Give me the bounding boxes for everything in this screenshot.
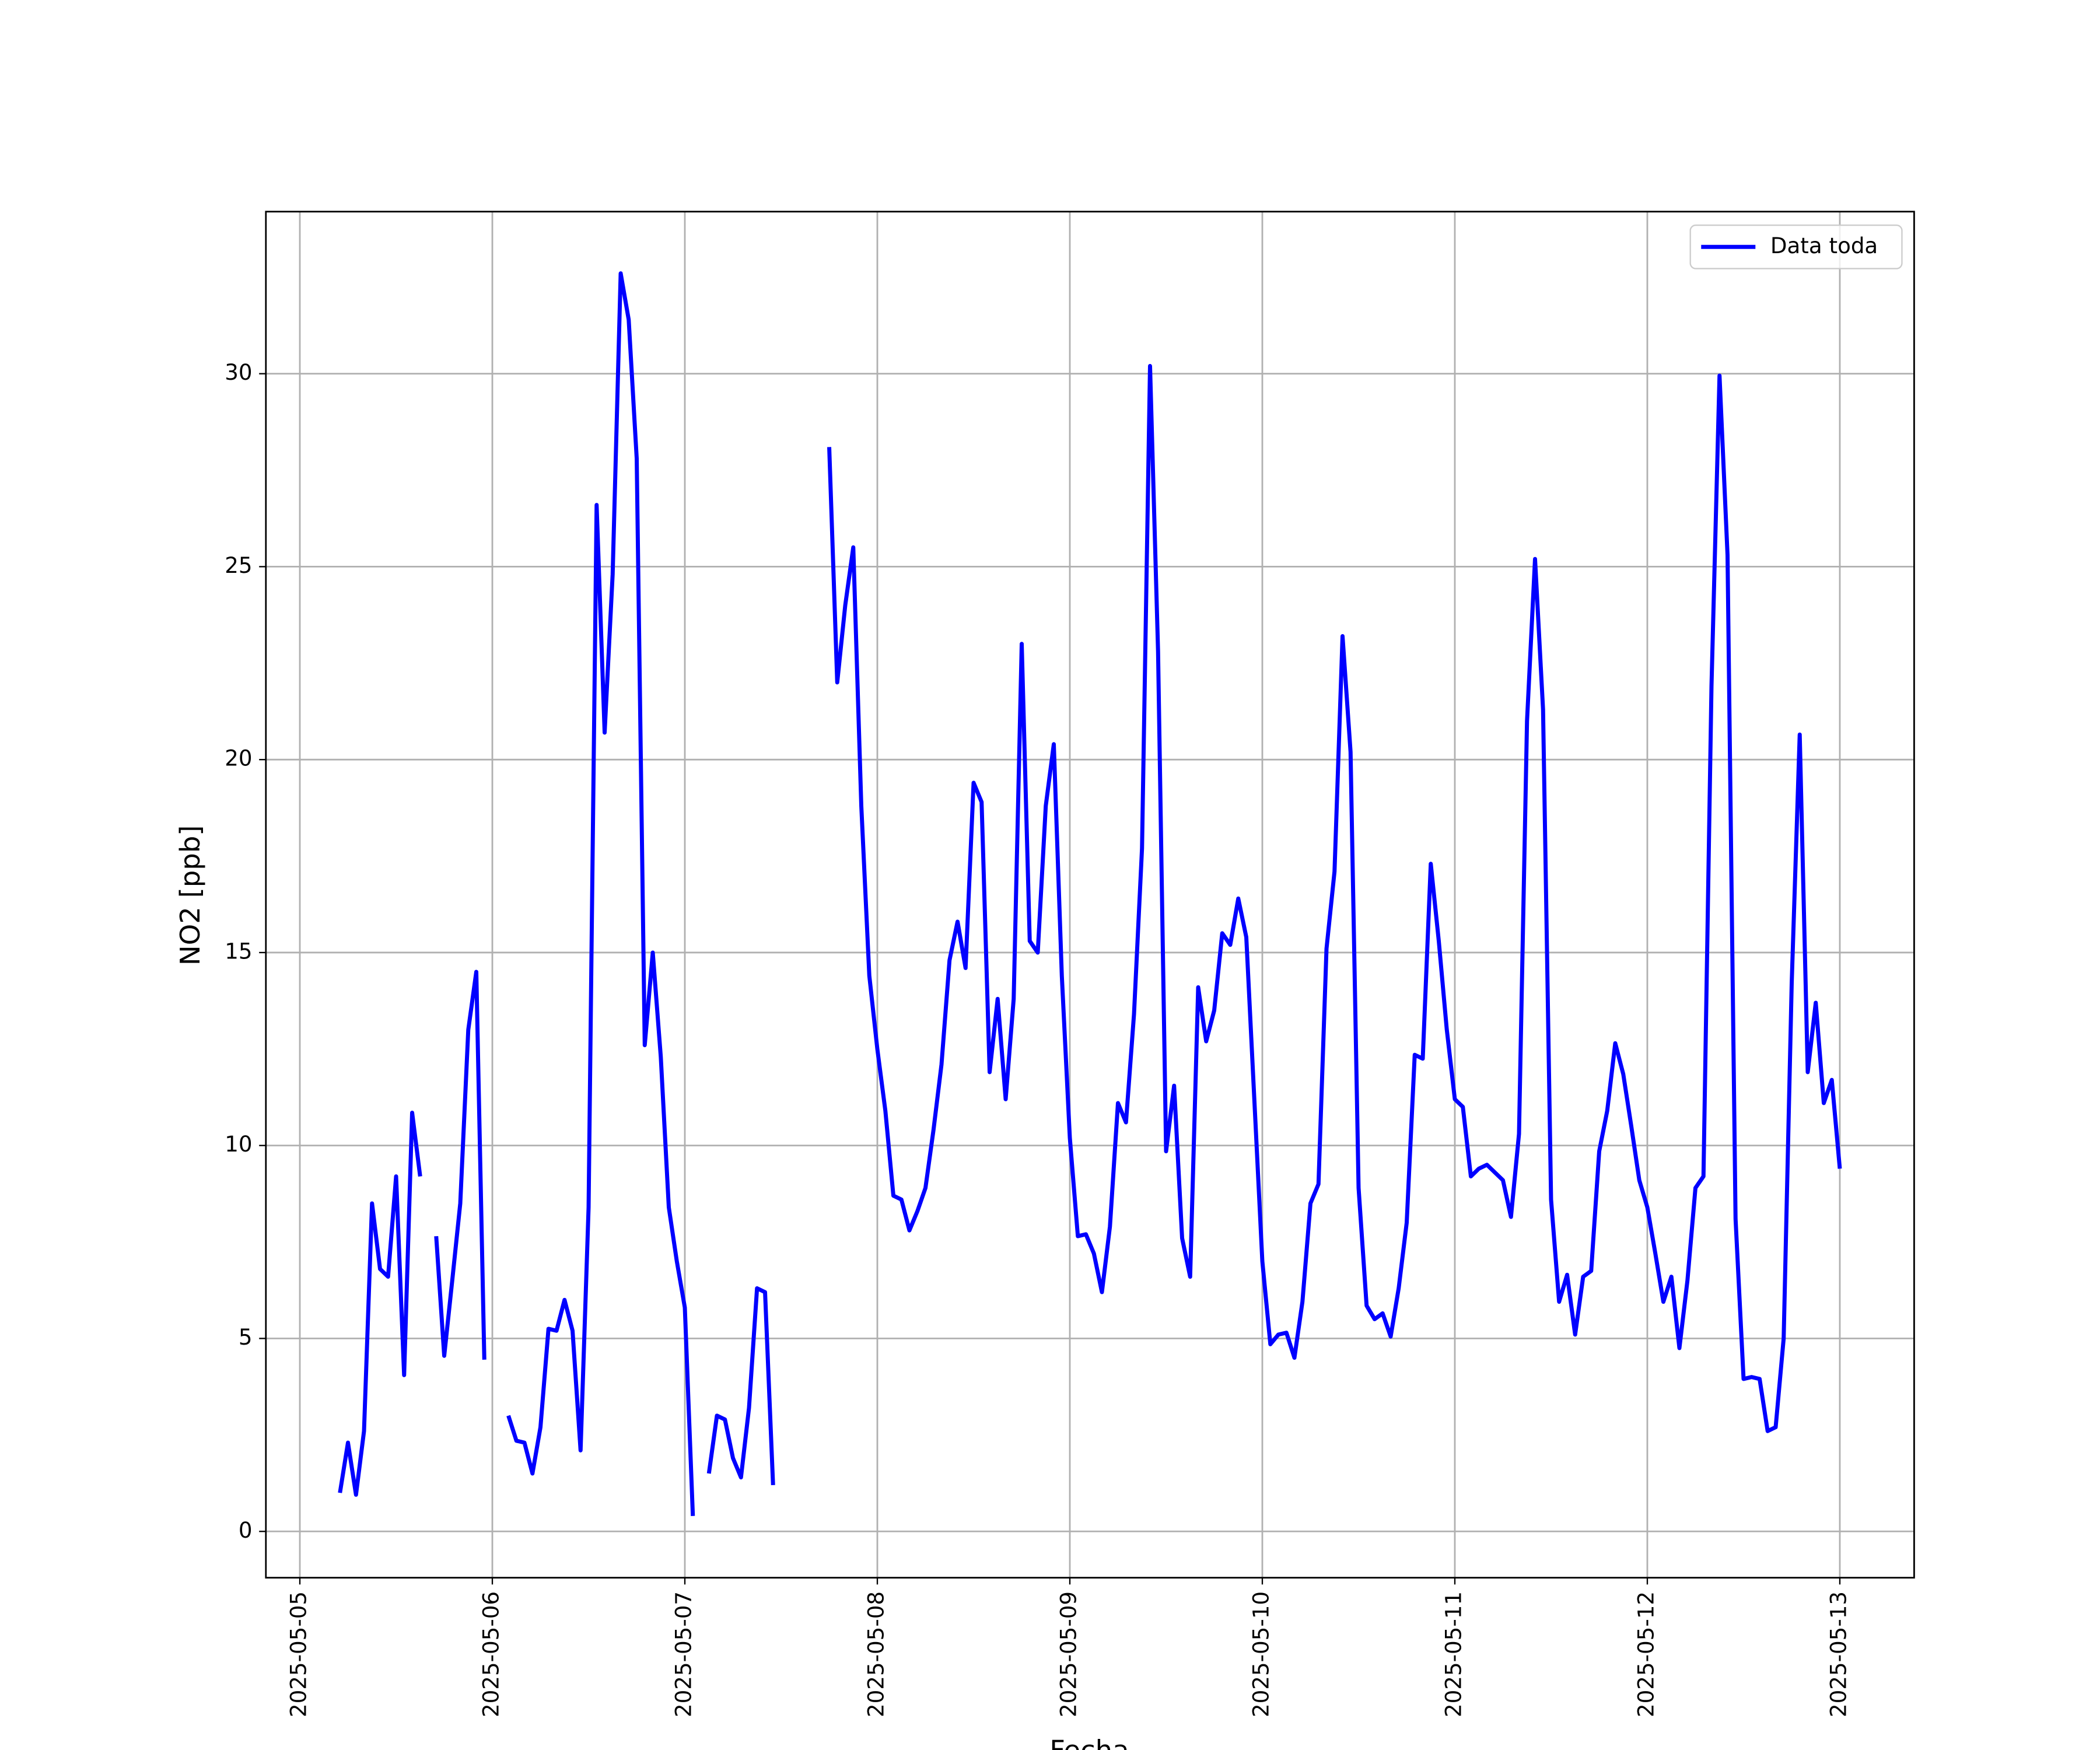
x-tick-label: 2025-05-08: [863, 1591, 889, 1717]
x-tick-label: 2025-05-10: [1248, 1591, 1273, 1717]
y-tick-label: 0: [239, 1517, 253, 1543]
x-axis-label: Fecha: [1049, 1734, 1129, 1750]
y-tick-label: 30: [225, 359, 252, 385]
x-tick-label: 2025-05-12: [1633, 1591, 1658, 1717]
y-tick-label: 5: [239, 1324, 253, 1350]
x-tick-label: 2025-05-09: [1056, 1591, 1082, 1717]
x-tick-label: 2025-05-06: [478, 1591, 504, 1717]
y-tick-label: 15: [225, 938, 252, 964]
y-tick-label: 20: [225, 746, 252, 771]
y-tick-label: 25: [225, 552, 252, 578]
x-tick-label: 2025-05-07: [671, 1591, 696, 1717]
y-axis-label: NO2 [ppb]: [174, 825, 206, 966]
y-tick-label: 10: [225, 1131, 252, 1157]
legend-label: Data toda: [1770, 233, 1878, 258]
x-tick-label: 2025-05-13: [1825, 1591, 1851, 1717]
x-tick-label: 2025-05-05: [286, 1591, 312, 1717]
data-line: [338, 271, 1842, 1516]
legend-box: [1689, 224, 1903, 270]
plot-frame: [265, 211, 1915, 1579]
x-tick-label: 2025-05-11: [1440, 1591, 1466, 1717]
